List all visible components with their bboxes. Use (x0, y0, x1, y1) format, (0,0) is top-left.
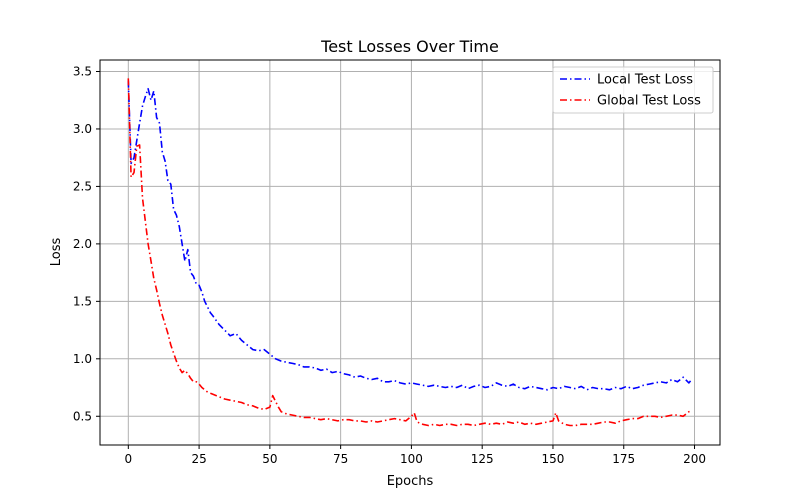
x-tick-label: 75 (333, 452, 348, 466)
x-tick-label: 50 (262, 452, 277, 466)
chart-title: Test Losses Over Time (320, 37, 499, 56)
x-tick-label: 25 (191, 452, 206, 466)
series-line-global (127, 78, 693, 427)
y-tick-label: 2.0 (73, 237, 92, 251)
plot-frame (99, 59, 721, 446)
y-tick-label: 3.5 (73, 64, 92, 78)
x-axis-label: Epochs (387, 474, 434, 489)
series-layer (127, 78, 693, 427)
y-tick-label: 3.0 (73, 122, 92, 136)
x-tick-label: 150 (542, 452, 565, 466)
x-tick-label: 175 (612, 452, 635, 466)
y-tick-label: 1.5 (73, 294, 92, 308)
plot-area (100, 60, 720, 445)
legend-box (552, 66, 714, 114)
y-tick-label: 1.0 (73, 352, 92, 366)
legend: Local Test Loss Global Test Loss (552, 66, 714, 114)
y-tick-label: 2.5 (73, 179, 92, 193)
x-tick-label: 0 (124, 452, 132, 466)
x-tick-label: 100 (400, 452, 423, 466)
y-axis-label: Loss (49, 238, 64, 267)
ticks: 0 25 50 75 100 125 150 175 200 0.5 1.0 1.5 2.0 2.5 3.0… (73, 64, 706, 466)
legend-label-local: Local Test Loss (597, 73, 693, 88)
x-tick-label: 125 (471, 452, 494, 466)
grid (100, 60, 720, 445)
x-tick-label: 200 (683, 452, 706, 466)
legend-label-global: Global Test Loss (597, 94, 701, 109)
y-tick-label: 0.5 (73, 409, 92, 423)
